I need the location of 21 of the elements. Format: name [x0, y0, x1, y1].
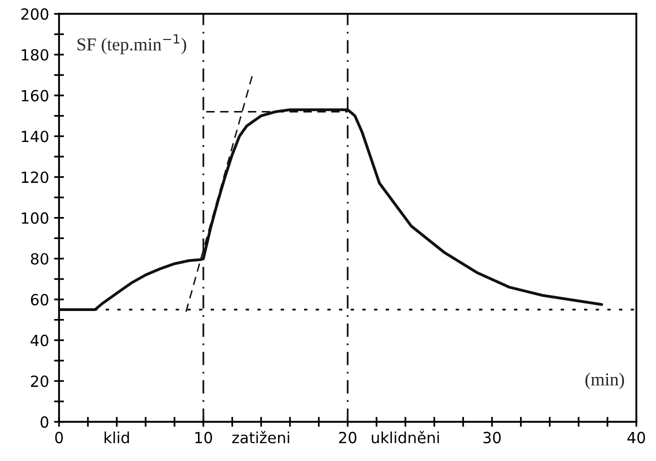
- y-tick-label: 200: [21, 8, 48, 20]
- y-tick-label: 80: [30, 253, 48, 265]
- annotation: (min): [585, 372, 624, 390]
- y-tick-label: 20: [30, 375, 48, 388]
- y-tick-label: 40: [30, 334, 48, 346]
- x-tick-label: 30: [483, 432, 501, 444]
- y-tick-label: 140: [22, 130, 48, 142]
- x-tick-label: 40: [627, 432, 646, 444]
- x-tick-label: uklidněni: [372, 430, 439, 444]
- y-tick-label: 0: [40, 416, 48, 428]
- x-tick-label: 0: [55, 432, 63, 444]
- x-tick-label: 10: [195, 432, 212, 444]
- x-tick-label: klid: [104, 432, 129, 444]
- y-tick-label: 160: [22, 90, 48, 102]
- x-tick-label: zatiženi: [232, 430, 290, 444]
- y-tick-label: 180: [22, 49, 48, 61]
- y-tick-label: 100: [22, 212, 48, 224]
- annotation: SF (tep.min$^{−1}$): [78, 34, 186, 54]
- y-tick-label: 60: [30, 294, 48, 306]
- x-tick-label: 20: [339, 432, 356, 444]
- y-tick-label: 120: [22, 171, 48, 184]
